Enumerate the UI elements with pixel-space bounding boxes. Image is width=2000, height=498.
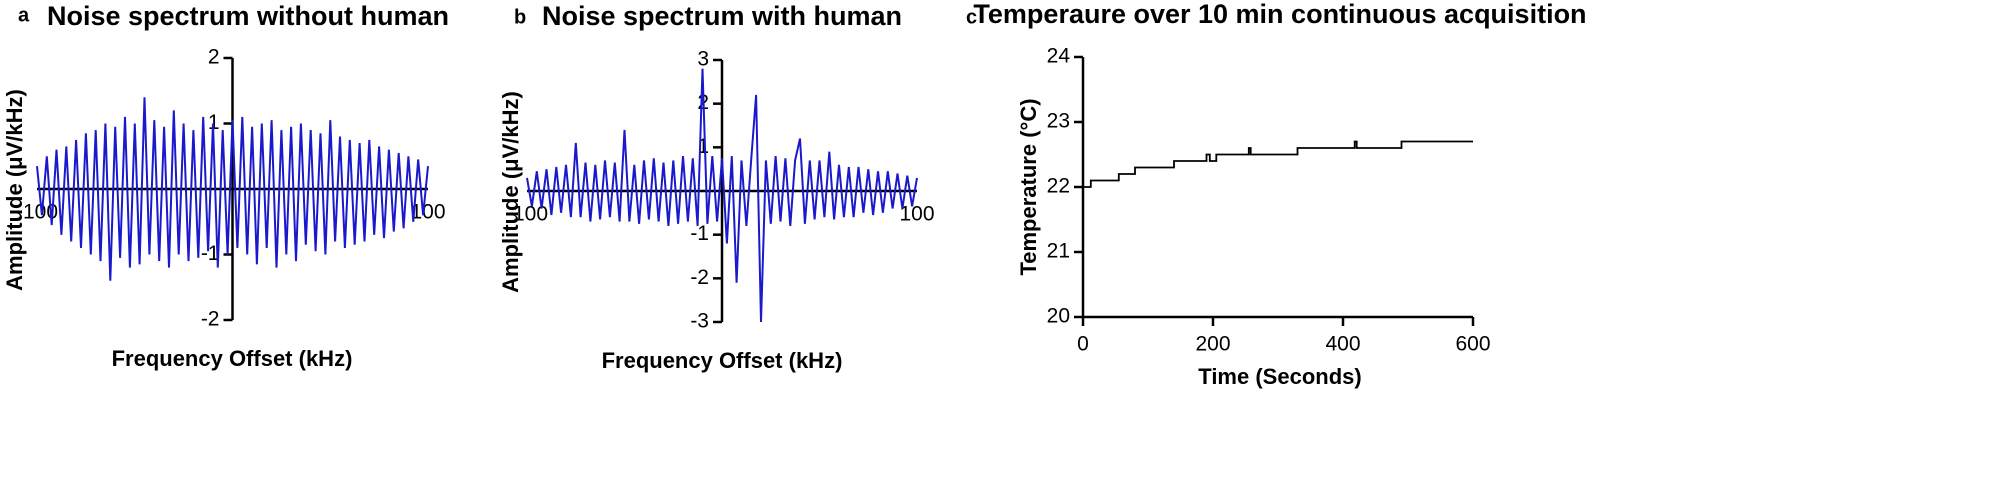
y-axis-label: Amplitude (μV/kHz)	[498, 91, 523, 293]
y-axis-label: Temperature (°C)	[1016, 98, 1041, 275]
x-tick-label: 0	[1077, 333, 1089, 356]
y-tick-label: 21	[1047, 240, 1070, 263]
y-tick-label: 1	[697, 135, 709, 158]
data-line	[1083, 140, 1473, 188]
y-axis-label: Amplitude (μV/kHz)	[2, 89, 27, 291]
y-tick-label: 20	[1047, 305, 1070, 328]
chart-title: Noise spectrum without human	[47, 1, 449, 31]
x-tick-label: 100	[899, 203, 934, 226]
data-line	[36, 97, 429, 281]
chart-title: Temperaure over 10 min continuous acquis…	[973, 0, 1586, 29]
x-tick-label: 100	[410, 201, 445, 224]
y-tick-label: -1	[201, 242, 220, 265]
y-tick-label: 23	[1047, 110, 1070, 133]
y-tick-label: 1	[208, 111, 220, 134]
y-tick-label: -1	[690, 222, 709, 245]
panel-label: a	[18, 4, 30, 26]
y-tick-label: 3	[697, 48, 709, 71]
x-tick-label: 200	[1195, 333, 1230, 356]
x-tick-label: 600	[1455, 333, 1490, 356]
panel-label: b	[514, 6, 526, 28]
y-tick-label: -3	[690, 310, 709, 333]
y-tick-label: 24	[1047, 45, 1071, 68]
x-tick-label: -100	[16, 201, 58, 224]
y-tick-label: 2	[208, 46, 220, 69]
x-tick-label: 400	[1325, 333, 1360, 356]
chart-title: Noise spectrum with human	[542, 1, 902, 31]
y-tick-label: -2	[201, 308, 220, 331]
data-line	[526, 68, 918, 323]
x-tick-label: -100	[506, 203, 548, 226]
panel-label: c	[966, 6, 977, 28]
y-tick-label: -2	[690, 266, 709, 289]
x-axis-label: Frequency Offset (kHz)	[602, 348, 843, 373]
x-axis-label: Frequency Offset (kHz)	[112, 346, 353, 371]
x-axis-label: Time (Seconds)	[1198, 364, 1361, 389]
y-tick-label: 22	[1047, 175, 1070, 198]
